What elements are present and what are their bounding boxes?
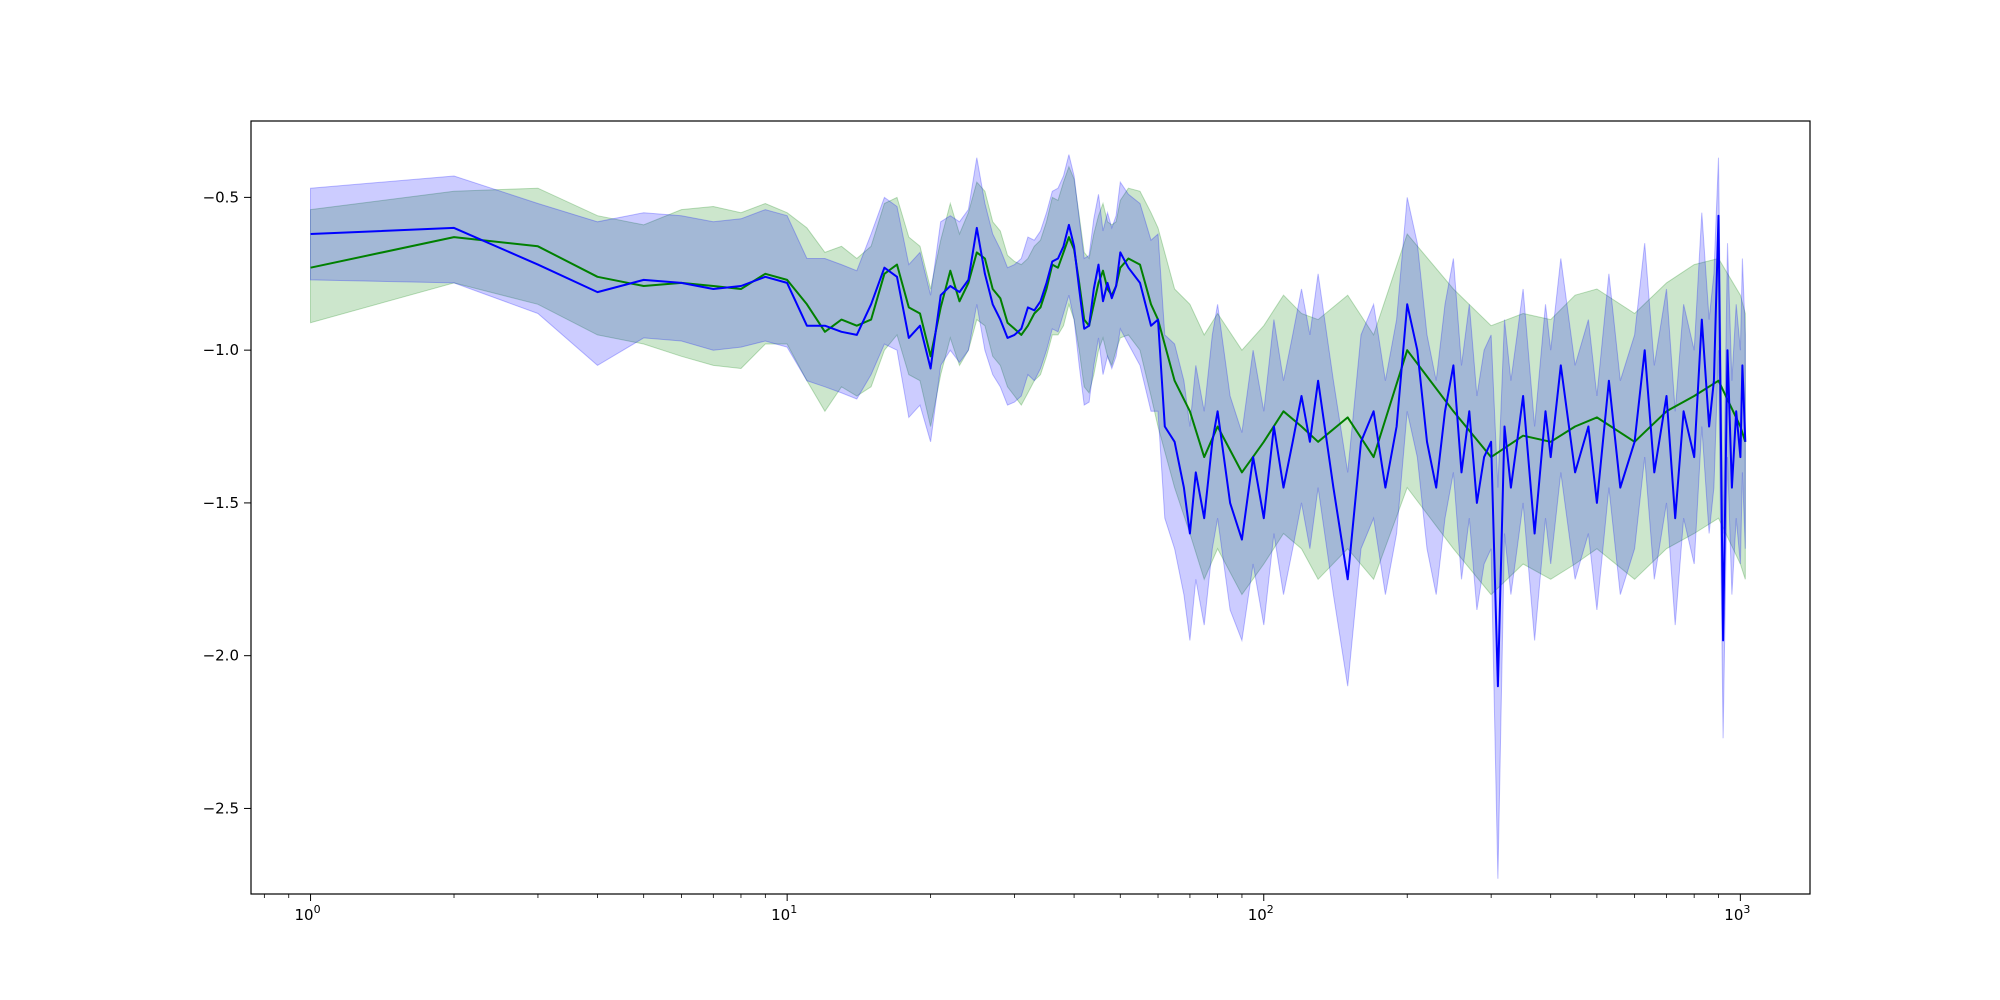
- y-tick-label: −1.0: [203, 341, 239, 359]
- y-axis: −0.5 −1.0 −1.5 −2.0 −2.5: [203, 188, 251, 817]
- series-2-line: [310, 214, 1747, 688]
- y-tick-label: −0.5: [203, 188, 239, 206]
- x-tick-label: 103: [1724, 903, 1750, 924]
- x-tick-label: 102: [1248, 903, 1274, 924]
- plot-area: [310, 154, 1747, 879]
- axes-frame: [250, 120, 1811, 895]
- y-tick-label: −2.0: [203, 647, 239, 665]
- x-axis: 100 101 102 103: [263, 894, 1750, 924]
- x-tick-label: 100: [294, 903, 320, 924]
- y-tick-label: −2.5: [203, 799, 239, 817]
- series-2-band: [310, 154, 1746, 879]
- y-tick-label: −1.5: [203, 494, 239, 512]
- series-1-band: [310, 165, 1746, 596]
- x-tick-label: 101: [771, 903, 797, 924]
- series-1-line: [310, 236, 1747, 474]
